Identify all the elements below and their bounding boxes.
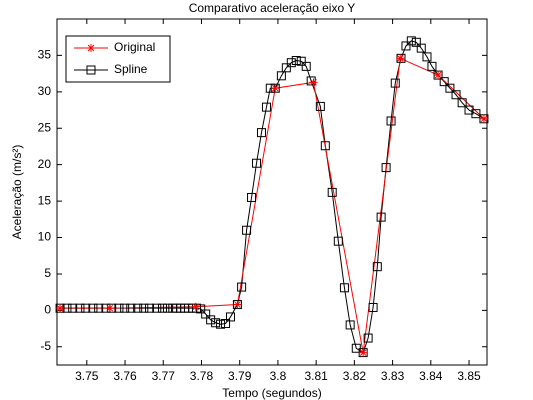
x-tick-label: 3.8: [270, 369, 287, 383]
square-marker: [162, 303, 172, 313]
square-marker: [144, 303, 154, 313]
square-marker: [94, 303, 104, 313]
square-marker: [211, 318, 221, 328]
square-marker: [256, 128, 266, 138]
asterisk-marker: [191, 302, 200, 311]
square-marker: [406, 36, 416, 46]
y-tick-label: 30: [38, 84, 52, 98]
square-marker: [242, 225, 252, 235]
square-marker: [237, 282, 247, 292]
asterisk-marker: [105, 304, 114, 313]
y-tick-label: 20: [38, 157, 52, 171]
square-marker: [315, 101, 325, 111]
square-marker: [422, 52, 432, 62]
square-marker: [381, 163, 391, 173]
square-marker: [120, 303, 130, 313]
square-marker: [75, 303, 85, 313]
square-marker: [152, 303, 162, 313]
y-tick-label: 35: [38, 48, 52, 62]
square-marker: [339, 283, 349, 293]
legend-label: Spline: [114, 62, 148, 76]
square-marker: [457, 98, 467, 108]
asterisk-marker: [309, 78, 318, 87]
square-marker: [390, 78, 400, 88]
square-marker: [126, 303, 136, 313]
asterisk-marker: [233, 300, 242, 309]
square-marker: [157, 303, 167, 313]
square-marker: [139, 303, 149, 313]
square-marker: [416, 43, 426, 53]
x-tick-label: 3.79: [228, 369, 252, 383]
square-marker: [386, 116, 396, 126]
square-marker: [291, 56, 301, 66]
legend-box: [65, 35, 171, 83]
square-marker: [252, 158, 262, 168]
square-marker: [201, 309, 211, 319]
square-marker: [226, 312, 236, 322]
square-marker: [445, 83, 455, 93]
x-tick-label: 3.75: [75, 369, 99, 383]
square-marker: [68, 303, 78, 313]
x-tick-label: 3.85: [457, 369, 481, 383]
asterisk-marker: [56, 304, 65, 313]
y-tick-label: 15: [38, 193, 52, 207]
square-marker: [301, 61, 311, 71]
square-marker: [401, 41, 411, 51]
y-tick-label: 0: [44, 303, 51, 317]
x-tick-label: 3.76: [113, 369, 137, 383]
square-marker: [286, 58, 296, 68]
y-tick-label: 25: [38, 120, 52, 134]
square-marker: [427, 61, 437, 71]
chart-title: Comparativo aceleração eixo Y: [189, 1, 356, 15]
y-tick-label: 5: [44, 266, 51, 280]
legend: Original Spline: [65, 35, 171, 83]
asterisk-marker: [359, 348, 368, 357]
square-marker: [247, 192, 257, 202]
square-marker: [86, 65, 96, 75]
square-marker: [216, 319, 226, 329]
square-marker: [320, 141, 330, 151]
y-tick-label: -5: [40, 339, 51, 353]
square-marker: [451, 90, 461, 100]
square-marker: [471, 109, 481, 119]
square-marker: [276, 71, 286, 81]
square-marker: [439, 77, 449, 87]
square-marker: [133, 303, 143, 313]
square-marker: [81, 303, 91, 313]
square-marker: [221, 318, 231, 328]
y-tick-label: 10: [38, 230, 52, 244]
x-tick-label: 3.77: [152, 369, 176, 383]
square-marker: [261, 102, 271, 112]
square-marker: [333, 236, 343, 246]
square-marker: [376, 212, 386, 222]
asterisk-marker: [434, 71, 443, 80]
square-marker: [363, 333, 373, 343]
square-marker: [206, 315, 216, 325]
x-tick-label: 3.83: [381, 369, 405, 383]
square-marker: [327, 187, 337, 197]
x-tick-label: 3.78: [190, 369, 214, 383]
square-marker: [345, 320, 355, 330]
square-marker: [372, 262, 382, 272]
asterisk-marker: [479, 114, 488, 123]
square-marker: [411, 37, 421, 47]
y-axis-label: Aceleração (m/s²): [10, 145, 24, 240]
x-tick-label: 3.84: [419, 369, 443, 383]
square-marker: [368, 302, 378, 312]
square-marker: [281, 63, 291, 73]
square-marker: [196, 304, 206, 314]
x-tick-label: 3.82: [343, 369, 367, 383]
x-axis-label: Tempo (segundos): [222, 386, 321, 400]
asterisk-marker: [396, 54, 405, 63]
square-marker: [114, 303, 124, 313]
x-tick-label: 3.81: [304, 369, 328, 383]
legend-label: Original: [114, 40, 155, 54]
asterisk-marker: [87, 44, 95, 52]
square-marker: [88, 303, 98, 313]
asterisk-marker: [271, 84, 280, 93]
square-marker: [296, 56, 306, 66]
